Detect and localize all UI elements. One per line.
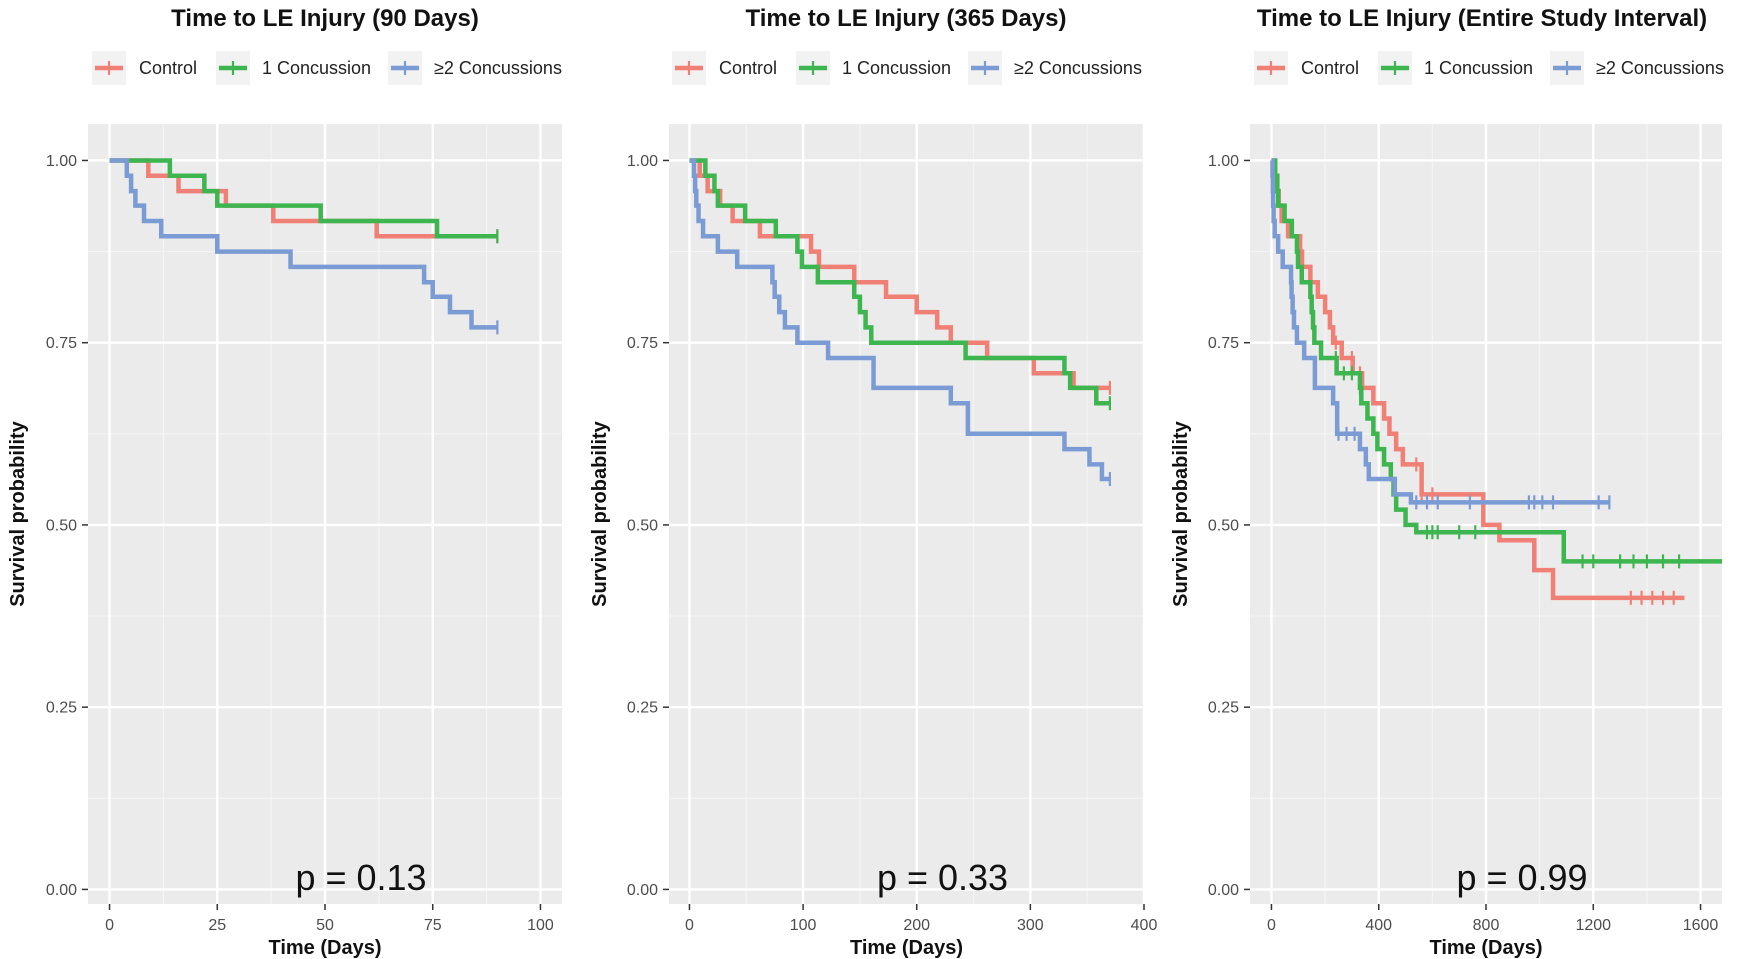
legend: Control 1 Concussion ≥2 Concussions — [672, 51, 1142, 85]
x-tick-label: 300 — [1017, 917, 1044, 934]
series-line-control — [109, 158, 498, 239]
legend: Control 1 Concussion ≥2 Concussions — [92, 51, 562, 85]
legend-item-control: Control — [92, 51, 197, 85]
chart-panel-1: 0 25 50 75 100 0.00 0.25 0.50 0.75 1.00 p = 0.13 Ti… — [7, 5, 562, 959]
series-line-1-concussion — [109, 158, 498, 239]
legend-label: 1 Concussion — [842, 58, 951, 78]
x-tick-label: 800 — [1473, 917, 1500, 934]
legend-item-1-concussion: 1 Concussion — [216, 51, 371, 85]
legend-label: ≥2 Concussions — [434, 58, 562, 78]
x-tick-label: 100 — [790, 917, 817, 934]
legend-label: Control — [139, 58, 197, 78]
x-tick-label: 400 — [1131, 917, 1158, 934]
legend-label: Control — [1301, 58, 1359, 78]
x-axis-title: Time (Days) — [850, 937, 963, 959]
y-tick-label: 0.00 — [1208, 882, 1239, 899]
x-tick-label: 400 — [1365, 917, 1392, 934]
legend-label: 1 Concussion — [262, 58, 371, 78]
y-tick-label: 0.00 — [627, 882, 658, 899]
y-tick-label: 0.75 — [1208, 335, 1239, 352]
p-value-annotation: p = 0.33 — [877, 857, 1008, 898]
legend: Control 1 Concussion ≥2 Concussions — [1254, 51, 1724, 85]
x-tick-label: 75 — [424, 917, 442, 934]
x-tick-label: 50 — [316, 917, 334, 934]
series-line-ge2-concussions — [1270, 158, 1610, 505]
y-tick-label: 1.00 — [1208, 153, 1239, 170]
legend-item-1-concussion: 1 Concussion — [1378, 51, 1533, 85]
series-line-1-concussion — [689, 158, 1110, 406]
y-tick-label: 1.00 — [627, 153, 658, 170]
series-line-control — [689, 158, 1110, 391]
x-tick-label: 1600 — [1683, 917, 1719, 934]
legend-item-1-concussion: 1 Concussion — [796, 51, 951, 85]
y-tick-label: 0.00 — [46, 882, 77, 899]
x-tick-label: 1200 — [1575, 917, 1611, 934]
y-tick-label: 0.25 — [46, 700, 77, 717]
x-tick-label: 0 — [105, 917, 114, 934]
p-value-annotation: p = 0.13 — [295, 857, 426, 898]
chart-title: Time to LE Injury (365 Days) — [746, 5, 1067, 32]
plot-background — [669, 124, 1144, 904]
p-value-annotation: p = 0.99 — [1456, 857, 1587, 898]
y-tick-label: 1.00 — [46, 153, 77, 170]
series-line-ge2-concussions — [109, 158, 498, 330]
chart-title: Time to LE Injury (Entire Study Interval… — [1257, 5, 1707, 32]
y-tick-label: 0.50 — [627, 517, 658, 534]
legend-item-ge2-concussions: ≥2 Concussions — [1550, 51, 1724, 85]
y-tick-label: 0.50 — [1208, 517, 1239, 534]
legend-label: ≥2 Concussions — [1596, 58, 1724, 78]
legend-item-control: Control — [672, 51, 777, 85]
y-tick-label: 0.75 — [627, 335, 658, 352]
y-tick-label: 0.75 — [46, 335, 77, 352]
y-tick-label: 0.25 — [627, 700, 658, 717]
legend-label: 1 Concussion — [1424, 58, 1533, 78]
x-tick-label: 0 — [685, 917, 694, 934]
chart-title: Time to LE Injury (90 Days) — [171, 5, 479, 32]
x-tick-label: 25 — [208, 917, 226, 934]
x-axis-title: Time (Days) — [1429, 937, 1542, 959]
y-tick-label: 0.50 — [46, 517, 77, 534]
chart-panel-3: 0 400 800 1200 1600 0.00 0.25 0.50 0.75 1.00 p = 0… — [1170, 5, 1724, 959]
y-tick-label: 0.25 — [1208, 700, 1239, 717]
legend-item-control: Control — [1254, 51, 1359, 85]
x-tick-label: 0 — [1267, 917, 1276, 934]
legend-item-ge2-concussions: ≥2 Concussions — [968, 51, 1142, 85]
legend-label: Control — [719, 58, 777, 78]
y-axis-title: Survival probability — [7, 420, 29, 606]
chart-panel-2: 0 100 200 300 400 0.00 0.25 0.50 0.75 1.00 p = 0.3… — [589, 5, 1157, 959]
series-line-ge2-concussions — [689, 158, 1110, 482]
x-axis-title: Time (Days) — [268, 937, 381, 959]
y-axis-title: Survival probability — [589, 420, 611, 606]
x-tick-label: 200 — [903, 917, 930, 934]
legend-label: ≥2 Concussions — [1014, 58, 1142, 78]
y-axis-title: Survival probability — [1170, 420, 1192, 606]
legend-item-ge2-concussions: ≥2 Concussions — [388, 51, 562, 85]
x-tick-label: 100 — [527, 917, 554, 934]
